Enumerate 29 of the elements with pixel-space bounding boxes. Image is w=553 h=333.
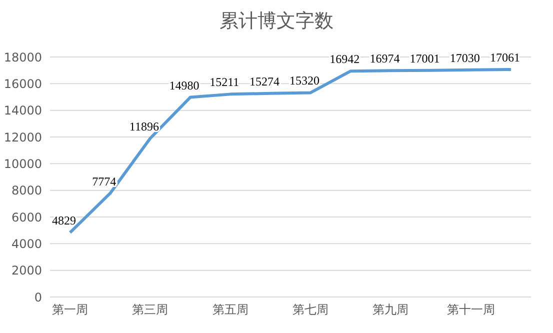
data-label: 15274 <box>249 74 280 88</box>
chart-title: 累计博文字数 <box>218 9 334 34</box>
y-tick-label: 2000 <box>11 264 42 278</box>
y-tick-label: 8000 <box>11 184 42 198</box>
data-label: 16974 <box>370 52 400 66</box>
x-tick-label: 第九周 <box>372 302 409 317</box>
x-tick-label: 第十一周 <box>446 302 495 317</box>
y-tick-label: 12000 <box>4 130 42 144</box>
y-tick-label: 14000 <box>4 104 42 118</box>
x-tick-label: 第七周 <box>292 302 329 317</box>
x-tick-label: 第五周 <box>212 302 248 317</box>
data-label: 4829 <box>52 214 76 228</box>
y-tick-label: 4000 <box>11 236 42 251</box>
x-tick-label: 第三周 <box>132 302 168 317</box>
data-label: 7774 <box>92 174 116 188</box>
y-tick-label: 10000 <box>4 156 42 171</box>
data-label: 15320 <box>290 74 320 88</box>
y-tick-label: 6000 <box>11 210 42 224</box>
data-label: 16942 <box>330 52 360 66</box>
data-label: 17030 <box>450 50 480 65</box>
y-tick-label: 0 <box>34 290 42 304</box>
data-label: 11896 <box>129 119 159 134</box>
data-label: 17001 <box>410 51 440 66</box>
data-label: 17061 <box>490 50 520 65</box>
y-tick-label: 18000 <box>4 50 42 64</box>
x-tick-label: 第一周 <box>52 302 88 317</box>
data-label: 15211 <box>210 75 240 90</box>
y-tick-label: 16000 <box>4 76 42 91</box>
data-label: 14980 <box>169 78 200 92</box>
